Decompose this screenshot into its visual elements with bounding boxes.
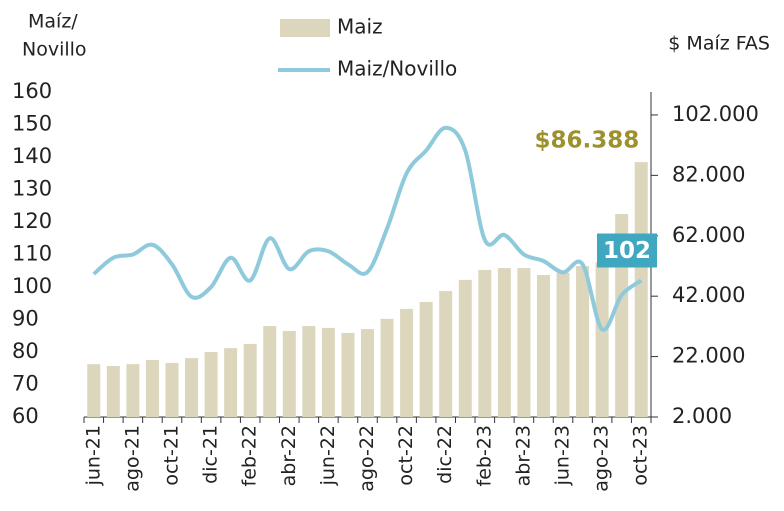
legend-label: Maiz/Novillo [337, 57, 457, 81]
y-axis-title: Novillo [22, 39, 87, 61]
x-tick-label: oct-23 [630, 425, 652, 486]
bar [576, 265, 590, 417]
x-tick-label: dic-22 [434, 425, 456, 484]
y2-tick-label: 22.000 [672, 344, 745, 368]
y-axis-title: Maíz/ [28, 11, 78, 33]
bar [341, 333, 355, 417]
bar [302, 326, 316, 417]
bar [87, 364, 101, 417]
bar [204, 352, 218, 417]
y-tick-label: 110 [12, 242, 52, 266]
y-tick-label: 120 [12, 209, 52, 233]
bar [419, 301, 433, 417]
bar [243, 343, 257, 417]
x-tick-label: jun-23 [552, 425, 574, 486]
bar [224, 348, 238, 417]
x-tick-label: ago-21 [121, 425, 143, 492]
line-value-label: 102 [603, 238, 651, 264]
bar [400, 308, 414, 417]
y-tick-label: 130 [12, 177, 52, 201]
y2-tick-label: 102.000 [672, 102, 759, 126]
bar [145, 359, 159, 417]
bar [517, 268, 531, 417]
bar [185, 358, 199, 417]
x-tick-label: feb-22 [239, 425, 261, 486]
bar [165, 362, 179, 417]
x-tick-label: jun-21 [82, 425, 104, 486]
line-value-label-box [597, 233, 657, 268]
bar [439, 291, 453, 417]
bar [556, 272, 570, 417]
y-tick-label: 90 [12, 307, 39, 331]
bar [536, 275, 550, 417]
bar [595, 262, 609, 417]
bar [497, 268, 511, 417]
y-tick-label: 160 [12, 79, 52, 103]
y-tick-label: 100 [12, 274, 52, 298]
bar [263, 326, 277, 417]
bar [282, 330, 296, 417]
bar [126, 364, 140, 417]
x-tick-label: oct-22 [395, 425, 417, 486]
x-tick-label: ago-22 [356, 425, 378, 492]
bar-value-label: $86.388 [534, 128, 639, 154]
bar [380, 318, 394, 417]
bar [458, 279, 472, 417]
line [92, 125, 643, 332]
x-tick-label: ago-23 [591, 425, 613, 492]
bar [361, 329, 374, 417]
y2-tick-label: 82.000 [672, 162, 745, 186]
y-tick-label: 140 [12, 144, 52, 168]
bar [321, 327, 335, 417]
x-tick-label: abr-22 [278, 425, 300, 486]
y-tick-label: 70 [12, 372, 39, 396]
bar [478, 269, 492, 417]
y-tick-label: 150 [12, 112, 52, 136]
legend-swatch [280, 19, 330, 37]
y2-tick-label: 42.000 [672, 283, 745, 307]
y2-axis-title: $ Maíz FAS [668, 33, 770, 55]
bar [106, 365, 120, 417]
y2-tick-label: 2.000 [672, 404, 732, 428]
y-tick-label: 60 [12, 404, 39, 428]
x-tick-label: oct-21 [160, 425, 182, 486]
y-tick-label: 80 [12, 339, 39, 363]
legend-label: Maiz [337, 15, 383, 39]
x-tick-label: abr-23 [512, 425, 534, 486]
bar [634, 162, 648, 417]
x-tick-label: jun-22 [317, 425, 339, 486]
x-tick-label: dic-21 [200, 425, 222, 484]
y2-tick-label: 62.000 [672, 223, 745, 247]
x-tick-label: feb-23 [473, 425, 495, 486]
